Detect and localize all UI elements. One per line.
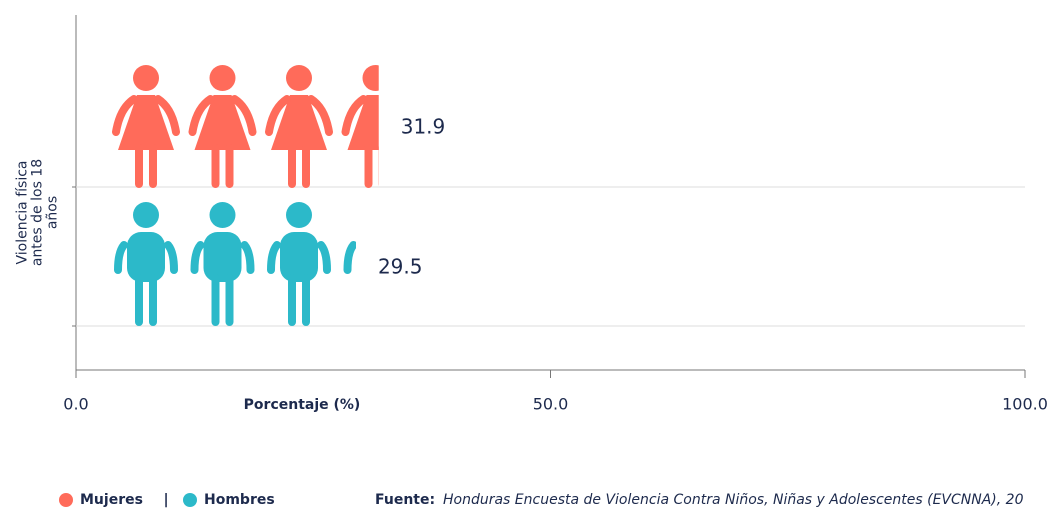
icon-body: [271, 95, 327, 150]
pictograph-bar: [112, 65, 379, 188]
category-label: Violencia física antes de los 18 años: [14, 158, 61, 267]
icon-arms: [190, 241, 255, 274]
icon-head: [209, 202, 236, 228]
icon-arms: [267, 241, 331, 274]
icon-head: [362, 65, 379, 91]
x-tick-label: 100.0: [1002, 395, 1048, 414]
data-label: 31.9: [401, 115, 446, 139]
icon-legs: [288, 274, 310, 326]
legend-label: Mujeres: [80, 492, 143, 508]
source: Honduras Encuesta de Violencia Contra Ni…: [443, 492, 1024, 508]
legend-separator: |: [163, 492, 168, 508]
icon-arms: [114, 241, 178, 274]
icon-legs: [369, 278, 383, 322]
icon-arms: [112, 95, 180, 136]
pictograph-bar: [114, 202, 389, 326]
icon-legs: [135, 144, 157, 188]
icon-legs: [364, 144, 379, 188]
icon-arms: [341, 95, 368, 136]
icon-head: [363, 202, 389, 228]
legend-swatch: [183, 493, 197, 507]
icon-head: [209, 65, 236, 91]
legend-swatch: [59, 493, 73, 507]
icon-body: [347, 95, 379, 150]
icon-body: [127, 232, 165, 282]
icon-arms: [265, 95, 333, 136]
legend-label: Hombres: [204, 492, 275, 508]
icon-head: [286, 202, 312, 228]
icon-arms: [188, 95, 257, 136]
icon-legs: [288, 144, 310, 188]
icon-body: [118, 95, 174, 150]
icon-head: [133, 65, 159, 91]
icon-legs: [211, 274, 234, 326]
icon-body: [194, 95, 251, 150]
icon-head: [133, 202, 159, 228]
data-label: 29.5: [378, 255, 423, 279]
icon-legs: [135, 274, 157, 326]
icon-arms: [343, 241, 356, 274]
icon-legs: [211, 144, 234, 188]
x-tick-label: 0.0: [63, 395, 88, 414]
source-label: Fuente:: [375, 492, 435, 508]
icon-body: [203, 232, 242, 282]
icon-body: [280, 232, 318, 282]
icon-head: [286, 65, 312, 91]
x-axis-label: Porcentaje (%): [244, 397, 361, 413]
x-tick-label: 50.0: [533, 395, 569, 414]
